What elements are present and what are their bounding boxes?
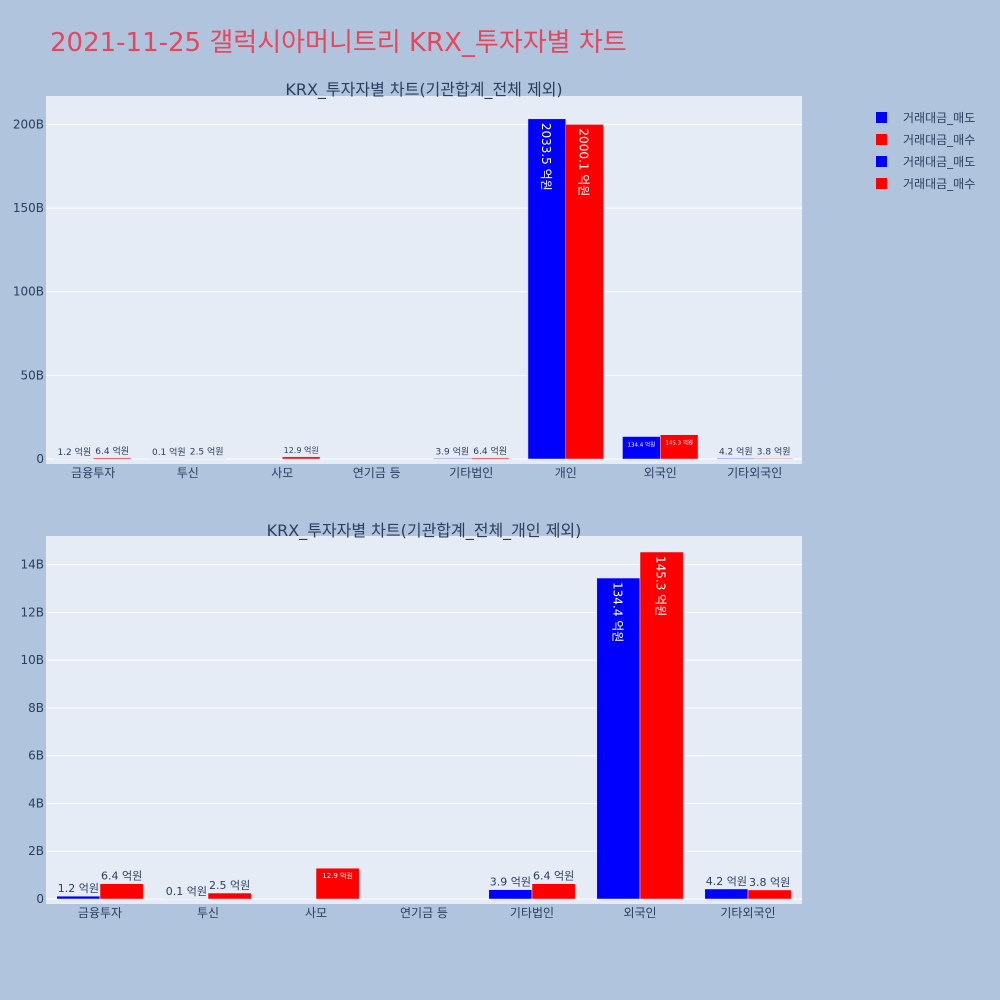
y-tick-label: 0 xyxy=(36,452,44,466)
data-label: 6.4 억원 xyxy=(533,870,574,883)
x-tick-label: 외국인 xyxy=(644,466,677,480)
bar xyxy=(747,889,792,900)
bar xyxy=(207,892,252,900)
bar xyxy=(704,888,749,900)
data-label: 3.8 억원 xyxy=(757,445,791,457)
bar xyxy=(93,457,132,460)
bar xyxy=(433,458,472,460)
y-tick-label: 200B xyxy=(13,117,44,131)
legend-item[interactable]: 거래대금_매도 xyxy=(876,106,975,128)
legend-swatch xyxy=(876,111,887,123)
legend-swatch xyxy=(876,177,887,189)
data-label: 145.3 억원 xyxy=(654,556,668,616)
x-tick-label: 개인 xyxy=(555,466,577,480)
bar xyxy=(99,883,144,900)
bar xyxy=(527,118,567,460)
legend-swatch xyxy=(876,155,887,167)
bar xyxy=(660,434,699,460)
y-tick-label: 14B xyxy=(20,558,44,572)
y-tick-label: 8B xyxy=(28,701,44,715)
plot-area xyxy=(46,536,802,904)
bar xyxy=(596,577,641,900)
y-tick-label: 100B xyxy=(13,285,44,299)
data-label: 12.9 억원 xyxy=(284,445,319,455)
bar xyxy=(471,457,510,460)
bar xyxy=(315,867,360,900)
x-tick-label: 기타법인 xyxy=(510,906,554,920)
data-label: 2.5 억원 xyxy=(209,879,250,892)
bar xyxy=(282,456,321,460)
bar xyxy=(716,458,756,460)
x-tick-label: 투신 xyxy=(197,906,219,920)
legend-swatch xyxy=(876,133,887,145)
data-label: 2.5 억원 xyxy=(190,446,224,458)
x-tick-label: 기타법인 xyxy=(449,466,493,480)
y-tick-label: 10B xyxy=(20,653,44,667)
x-tick-label: 기타외국인 xyxy=(720,906,775,920)
legend-label: 거래대금_매수 xyxy=(903,132,976,147)
x-tick-label: 사모 xyxy=(271,466,293,480)
chart-title: KRX_투자자별 차트(기관합계_전체 제외) xyxy=(285,80,562,100)
legend-label: 거래대금_매도 xyxy=(903,154,976,169)
chart-title: KRX_투자자별 차트(기관합계_전체_개인 제외) xyxy=(267,521,582,541)
page-title: 2021-11-25 갤럭시아머니트리 KRX_투자자별 차트 xyxy=(50,28,627,58)
x-tick-label: 연기금 등 xyxy=(353,466,401,480)
data-label: 1.2 억원 xyxy=(57,446,91,458)
data-label: 0.1 억원 xyxy=(152,446,186,458)
y-tick-label: 50B xyxy=(20,368,44,382)
data-label: 2000.1 억원 xyxy=(577,128,591,196)
bar xyxy=(639,551,684,900)
data-label: 0.1 억원 xyxy=(166,885,207,898)
data-label: 6.4 억원 xyxy=(101,870,142,883)
x-tick-label: 외국인 xyxy=(623,906,656,920)
bar xyxy=(565,124,604,460)
x-tick-label: 사모 xyxy=(305,906,327,920)
legend-item[interactable]: 거래대금_매수 xyxy=(876,128,975,150)
data-label: 134.4 억원 xyxy=(628,441,656,449)
bar xyxy=(531,883,576,900)
legend-label: 거래대금_매수 xyxy=(903,176,976,191)
data-label: 6.4 억원 xyxy=(473,445,507,457)
y-tick-label: 150B xyxy=(13,201,44,215)
legend-label: 거래대금_매도 xyxy=(903,110,976,125)
data-label: 12.9 억원 xyxy=(322,871,353,880)
data-label: 134.4 억원 xyxy=(610,582,624,642)
x-tick-label: 금융투자 xyxy=(78,906,122,920)
legend-item[interactable]: 거래대금_매수 xyxy=(876,172,975,194)
x-tick-label: 연기금 등 xyxy=(400,906,448,920)
legend-item[interactable]: 거래대금_매도 xyxy=(876,150,975,172)
y-tick-label: 4B xyxy=(28,796,44,810)
data-label: 3.8 억원 xyxy=(749,876,790,889)
y-tick-label: 6B xyxy=(28,749,44,763)
data-label: 4.2 억원 xyxy=(706,875,747,888)
legend: 거래대금_매도 거래대금_매수 거래대금_매도 거래대금_매수 xyxy=(876,106,975,194)
data-label: 3.9 억원 xyxy=(490,876,531,889)
data-label: 2033.5 억원 xyxy=(539,123,553,191)
data-label: 145.3 억원 xyxy=(665,439,693,447)
bar xyxy=(56,895,101,900)
bar xyxy=(488,889,533,900)
plot-area xyxy=(46,96,802,464)
data-label: 4.2 억원 xyxy=(719,445,753,457)
x-tick-label: 금융투자 xyxy=(71,466,115,480)
data-label: 6.4 억원 xyxy=(95,445,129,457)
y-tick-label: 0 xyxy=(36,892,44,906)
x-tick-label: 기타외국인 xyxy=(727,466,782,480)
y-tick-label: 12B xyxy=(20,605,44,619)
x-tick-label: 투신 xyxy=(177,466,199,480)
bar xyxy=(754,458,793,460)
data-label: 1.2 억원 xyxy=(58,882,99,895)
y-tick-label: 2B xyxy=(28,844,44,858)
data-label: 3.9 억원 xyxy=(435,445,469,457)
